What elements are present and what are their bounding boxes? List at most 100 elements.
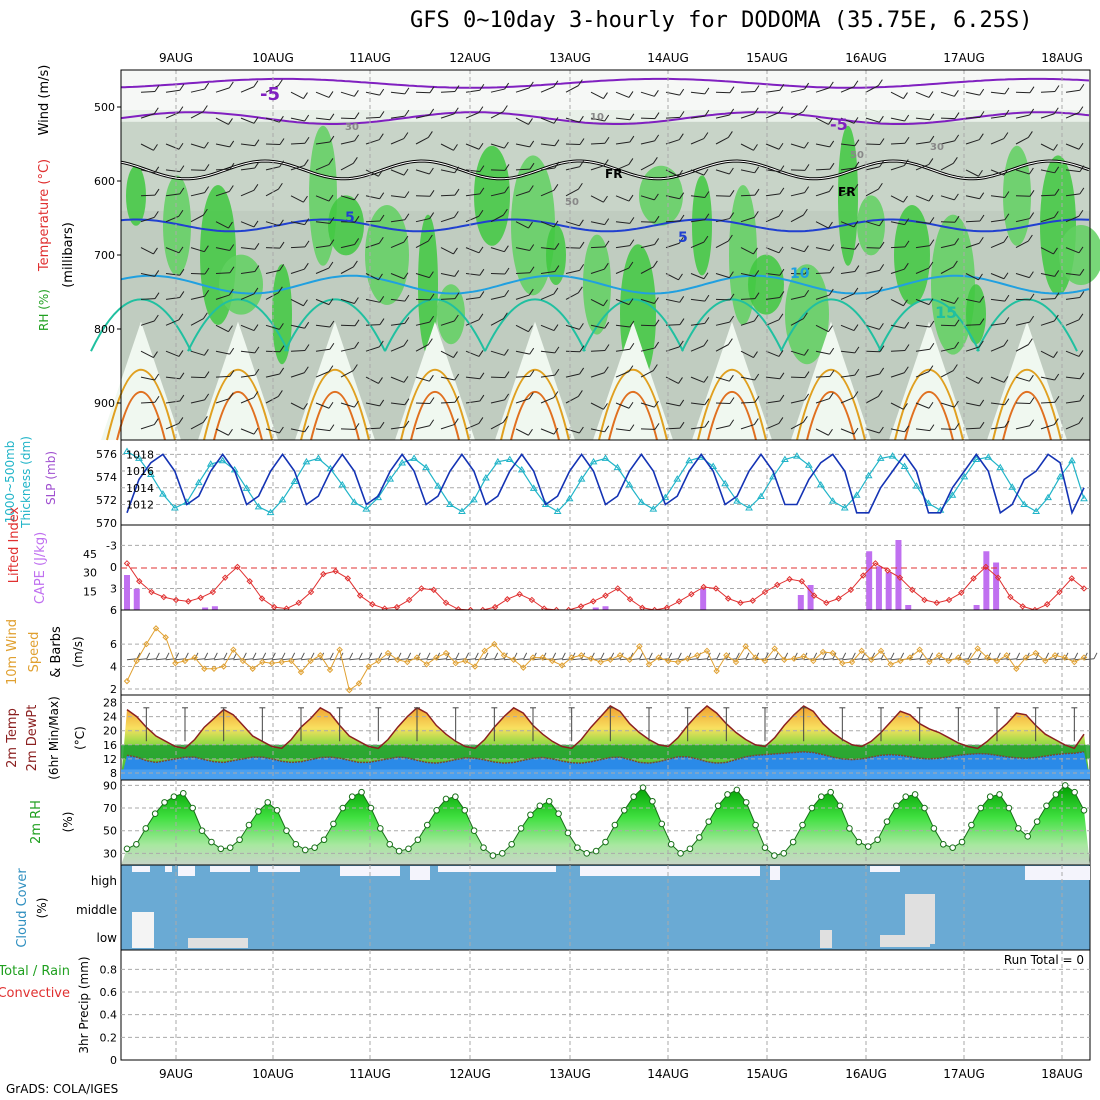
wind-barb: [240, 221, 255, 228]
wind-barb: [390, 376, 405, 383]
wind-barb: [540, 271, 555, 274]
wind-barb: [890, 117, 905, 122]
rh-point: [442, 795, 450, 803]
wind-barb: [390, 402, 405, 406]
wind-barb: [690, 376, 705, 383]
wind-point: [636, 643, 643, 650]
li-point: [405, 596, 413, 604]
wind-barb: [515, 350, 530, 355]
wind-barb: [390, 169, 405, 176]
panel-label: Convective: [0, 986, 70, 1001]
rh-point: [208, 838, 215, 846]
li-point: [369, 601, 376, 608]
wind-barb: [365, 376, 379, 384]
li-point: [810, 592, 818, 599]
rh-blob: [511, 155, 555, 296]
wind-barb: [690, 345, 705, 352]
cape-bar: [875, 566, 882, 610]
wind-barb: [540, 397, 555, 404]
li-point: [823, 599, 830, 607]
cape-bar: [895, 540, 902, 610]
wind-barb: [440, 320, 455, 326]
wind-barb: [990, 402, 1005, 406]
wind-barb: [340, 195, 355, 201]
li-point: [344, 575, 352, 582]
rh-point: [1024, 833, 1032, 840]
li-point: [847, 586, 855, 594]
barb-10m: [832, 658, 843, 661]
rh-point: [705, 818, 713, 825]
temp-contour: [284, 298, 386, 352]
tick-label: 800: [94, 323, 115, 336]
rh-point: [592, 847, 600, 855]
rh-point: [649, 797, 656, 805]
wind-barb: [990, 376, 1005, 383]
wind-point: [317, 652, 324, 659]
wind-barb: [990, 219, 1005, 223]
wind-barb: [965, 427, 981, 430]
wind-barb: [490, 88, 505, 93]
wind-barb: [565, 395, 579, 404]
cape-bar: [124, 575, 130, 610]
wind-barb: [390, 426, 405, 430]
rh-point: [395, 847, 403, 855]
wind-barb: [765, 169, 780, 173]
rh-point: [1080, 807, 1088, 814]
wind-barb: [465, 422, 480, 430]
panel-label: (°C): [73, 726, 87, 750]
wind-barb: [840, 247, 855, 250]
wind-barb: [965, 116, 981, 119]
wind-barb: [740, 273, 755, 277]
thickness-point: [398, 459, 407, 466]
li-point: [994, 574, 1002, 581]
wind-barb: [1065, 89, 1080, 93]
thickness-point: [481, 474, 490, 481]
wind-barb: [490, 192, 505, 197]
wind-barb: [390, 241, 405, 249]
wind-barb: [1015, 169, 1030, 175]
temp-contour: [310, 391, 360, 441]
rh-point: [836, 802, 844, 810]
cape-bar: [202, 607, 209, 610]
wind-point: [819, 648, 827, 656]
wind-barb: [690, 273, 705, 280]
thickness-point: [1020, 500, 1029, 508]
wind-barb: [240, 397, 255, 404]
thickness-point: [458, 507, 466, 514]
wind-barb: [840, 324, 855, 332]
panel-label: CAPE (J/kg): [33, 532, 48, 604]
wind-barb: [1065, 273, 1080, 276]
bl-peak: [295, 321, 375, 440]
tick-label: 0.6: [100, 986, 118, 999]
wind-barb: [965, 298, 980, 303]
rh-point: [986, 793, 994, 801]
thickness-point: [984, 453, 993, 460]
rh-point: [968, 821, 975, 829]
li-point: [185, 598, 192, 605]
wind-point: [597, 658, 604, 666]
wind-barb: [690, 322, 705, 326]
series-temp: [126, 705, 1085, 750]
barb-10m: [416, 658, 428, 661]
rh-point: [733, 786, 741, 794]
panel-label: RH (%): [37, 289, 51, 331]
li-point: [761, 588, 769, 596]
rh-point: [789, 838, 797, 846]
li-point: [749, 597, 756, 604]
thickness-point: [1008, 483, 1017, 490]
wind-barb: [815, 87, 830, 93]
wind-barb: [915, 402, 930, 409]
thickness-point: [589, 457, 598, 465]
wind-barb: [865, 117, 880, 123]
wind-barb: [565, 373, 580, 378]
wind-barb: [365, 273, 379, 281]
li-point: [418, 585, 425, 592]
wind-barb: [190, 111, 204, 119]
wind-point: [529, 654, 537, 661]
wind-barb: [665, 402, 680, 407]
barb-10m: [146, 658, 157, 661]
wind-barb: [340, 402, 355, 408]
thickness-point: [159, 490, 167, 497]
wind-barb: [690, 298, 705, 302]
panel-label: Thickness (dm): [19, 436, 33, 529]
